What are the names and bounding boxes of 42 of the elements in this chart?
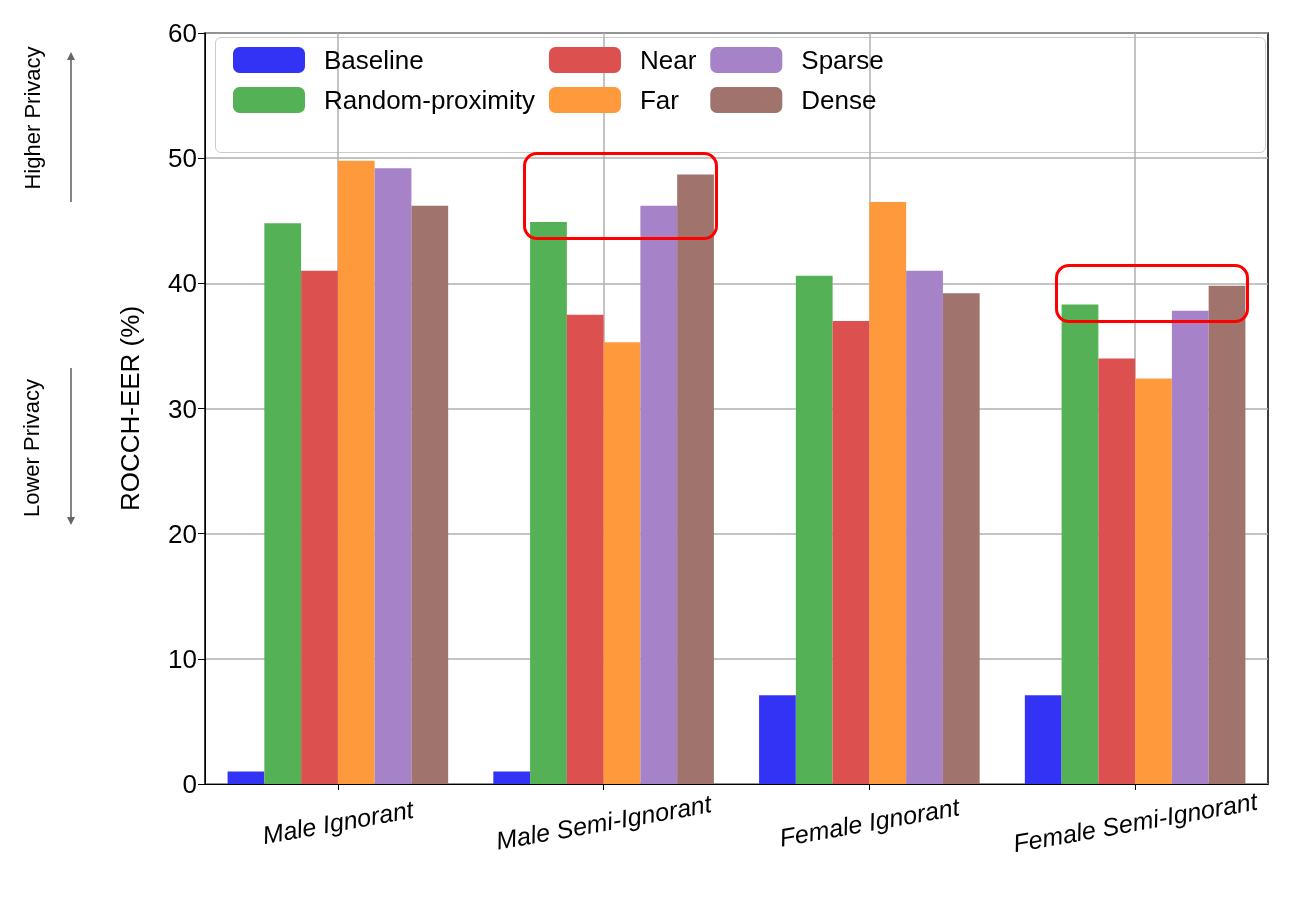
legend-label: Baseline bbox=[324, 45, 424, 75]
bar bbox=[530, 222, 567, 784]
y-tick-label: 30 bbox=[168, 393, 197, 424]
x-tick-label: Male Ignorant bbox=[260, 794, 417, 850]
bar bbox=[227, 771, 265, 784]
bar bbox=[264, 223, 302, 784]
x-tick-label: Female Ignorant bbox=[777, 792, 963, 852]
bar bbox=[1024, 695, 1062, 784]
text: Lower Privacy bbox=[19, 378, 46, 518]
y-axis-title: ROCCH-EER (%) bbox=[115, 305, 145, 512]
legend-label: Near bbox=[639, 45, 697, 75]
bar bbox=[869, 201, 907, 784]
bar bbox=[1061, 304, 1099, 784]
legend-label: Random-proximity bbox=[324, 85, 535, 115]
bar bbox=[603, 342, 641, 784]
legend-label: Far bbox=[639, 85, 680, 115]
bar bbox=[759, 695, 796, 784]
legend-label: Sparse bbox=[801, 45, 884, 75]
bar bbox=[795, 275, 833, 784]
legend-label: Dense bbox=[801, 85, 877, 115]
text: Higher Privacy bbox=[19, 46, 46, 190]
bar bbox=[337, 160, 375, 784]
bar bbox=[942, 293, 980, 784]
y-tick-label: 50 bbox=[168, 143, 197, 174]
bar bbox=[832, 320, 870, 784]
bar bbox=[640, 205, 678, 784]
bar bbox=[374, 168, 412, 784]
bar bbox=[411, 205, 449, 784]
y-tick-label: 20 bbox=[168, 518, 197, 549]
y-tick-label: 60 bbox=[168, 18, 197, 48]
bar bbox=[906, 270, 943, 784]
bar bbox=[566, 314, 604, 784]
y-tick-label: 0 bbox=[182, 769, 197, 799]
bar bbox=[301, 270, 338, 784]
bar bbox=[1171, 310, 1209, 784]
bar bbox=[1208, 285, 1246, 784]
bar bbox=[493, 771, 531, 784]
y-tick-label: 40 bbox=[168, 268, 197, 299]
bar bbox=[1135, 378, 1172, 784]
y-tick-label: 10 bbox=[168, 643, 197, 674]
bar bbox=[1098, 358, 1136, 784]
bar bbox=[677, 174, 714, 784]
